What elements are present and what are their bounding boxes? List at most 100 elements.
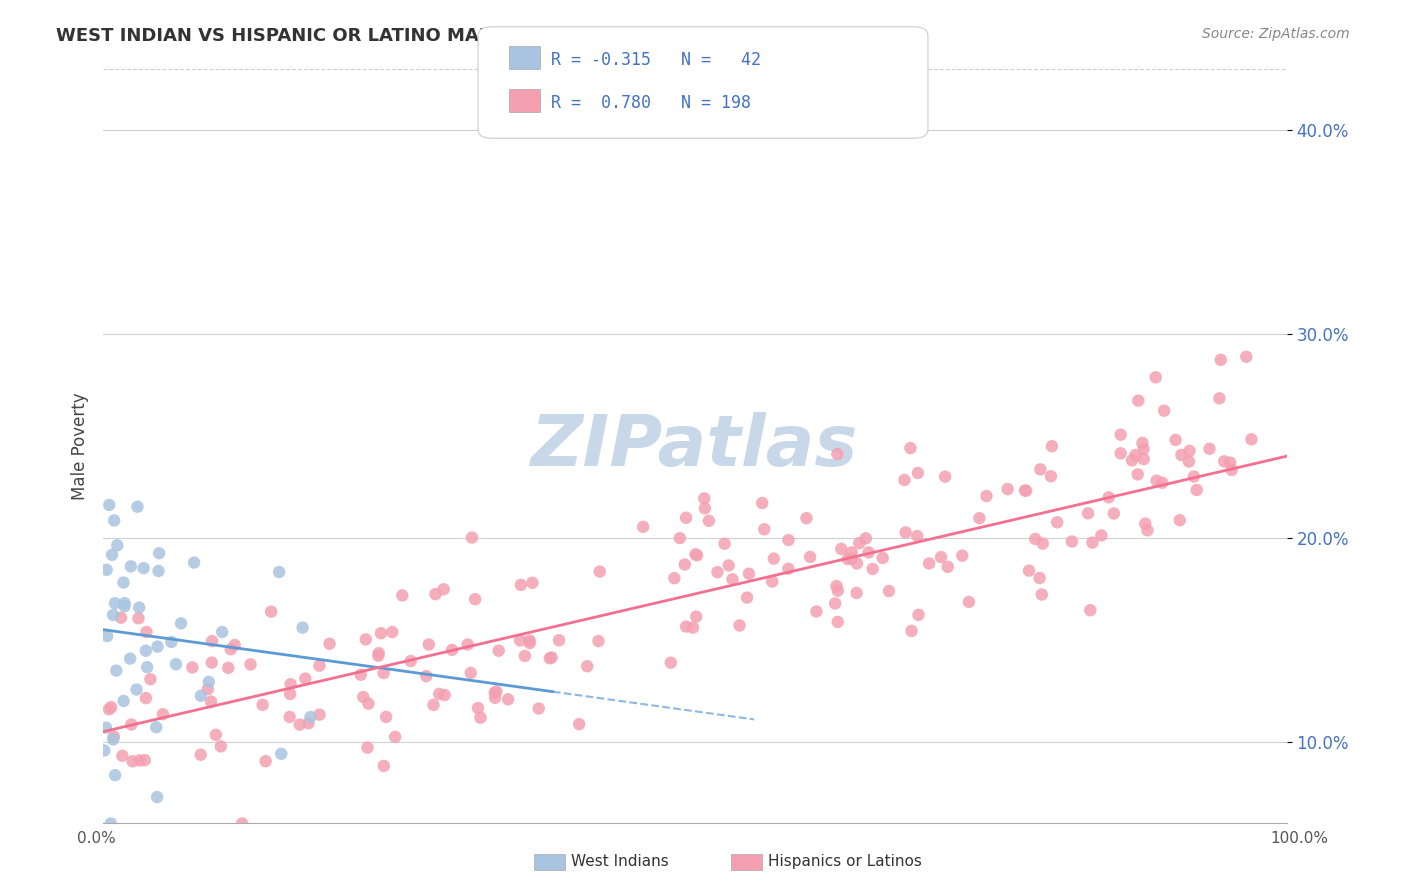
Point	[352, 690, 374, 704]
Point	[1209, 352, 1232, 367]
Point	[291, 621, 314, 635]
Point	[872, 551, 894, 566]
Point	[1219, 456, 1241, 470]
Point	[190, 689, 212, 703]
Point	[1185, 483, 1208, 497]
Point	[934, 469, 956, 483]
Point	[1060, 534, 1083, 549]
Point	[1015, 483, 1038, 498]
Point	[1220, 463, 1243, 477]
Point	[136, 660, 159, 674]
Point	[1132, 452, 1154, 467]
Point	[659, 656, 682, 670]
Point	[686, 549, 709, 563]
Point	[114, 599, 136, 614]
Point	[907, 607, 929, 622]
Point	[1168, 513, 1191, 527]
Point	[824, 597, 846, 611]
Point	[299, 710, 322, 724]
Point	[105, 664, 128, 678]
Point	[1018, 564, 1040, 578]
Text: Hispanics or Latinos: Hispanics or Latinos	[768, 855, 921, 869]
Point	[1039, 469, 1062, 483]
Point	[669, 531, 692, 545]
Point	[297, 716, 319, 731]
Point	[588, 634, 610, 648]
Point	[152, 707, 174, 722]
Point	[399, 654, 422, 668]
Point	[1090, 528, 1112, 542]
Point	[796, 511, 818, 525]
Point	[858, 545, 880, 559]
Point	[631, 520, 654, 534]
Point	[1135, 516, 1157, 531]
Point	[693, 501, 716, 516]
Point	[950, 549, 973, 563]
Point	[461, 531, 484, 545]
Text: West Indians: West Indians	[571, 855, 669, 869]
Point	[415, 669, 437, 683]
Point	[685, 547, 707, 561]
Point	[827, 615, 849, 629]
Point	[100, 816, 122, 830]
Point	[160, 635, 183, 649]
Point	[675, 510, 697, 524]
Point	[877, 584, 900, 599]
Point	[201, 634, 224, 648]
Point	[370, 626, 392, 640]
Point	[664, 571, 686, 585]
Point	[1077, 506, 1099, 520]
Point	[211, 625, 233, 640]
Point	[1146, 474, 1168, 488]
Point	[1081, 535, 1104, 549]
Point	[381, 625, 404, 640]
Point	[1014, 483, 1036, 498]
Point	[697, 514, 720, 528]
Point	[1024, 532, 1046, 546]
Point	[120, 717, 142, 731]
Point	[308, 658, 330, 673]
Point	[135, 625, 157, 640]
Point	[799, 549, 821, 564]
Point	[830, 541, 852, 556]
Point	[111, 748, 134, 763]
Text: R =  0.780   N = 198: R = 0.780 N = 198	[551, 94, 751, 112]
Point	[148, 546, 170, 560]
Point	[98, 702, 121, 716]
Point	[318, 637, 340, 651]
Point	[519, 633, 541, 648]
Point	[685, 609, 707, 624]
Point	[1046, 516, 1069, 530]
Point	[894, 525, 917, 540]
Point	[706, 565, 728, 579]
Point	[484, 690, 506, 705]
Point	[427, 687, 450, 701]
Point	[231, 816, 253, 830]
Point	[522, 575, 544, 590]
Point	[103, 730, 125, 744]
Point	[190, 747, 212, 762]
Text: WEST INDIAN VS HISPANIC OR LATINO MALE POVERTY CORRELATION CHART: WEST INDIAN VS HISPANIC OR LATINO MALE P…	[56, 27, 823, 45]
Point	[673, 558, 696, 572]
Point	[751, 496, 773, 510]
Point	[1121, 453, 1143, 467]
Point	[288, 717, 311, 731]
Point	[488, 643, 510, 657]
Point	[1132, 436, 1154, 450]
Point	[682, 621, 704, 635]
Point	[209, 739, 232, 754]
Point	[270, 747, 292, 761]
Point	[527, 701, 550, 715]
Point	[728, 618, 751, 632]
Point	[936, 559, 959, 574]
Point	[1032, 536, 1054, 550]
Point	[693, 491, 716, 506]
Point	[105, 538, 128, 552]
Text: 100.0%: 100.0%	[1271, 831, 1329, 846]
Point	[197, 682, 219, 697]
Point	[976, 489, 998, 503]
Point	[467, 701, 489, 715]
Point	[120, 559, 142, 574]
Point	[441, 643, 464, 657]
Point	[848, 536, 870, 550]
